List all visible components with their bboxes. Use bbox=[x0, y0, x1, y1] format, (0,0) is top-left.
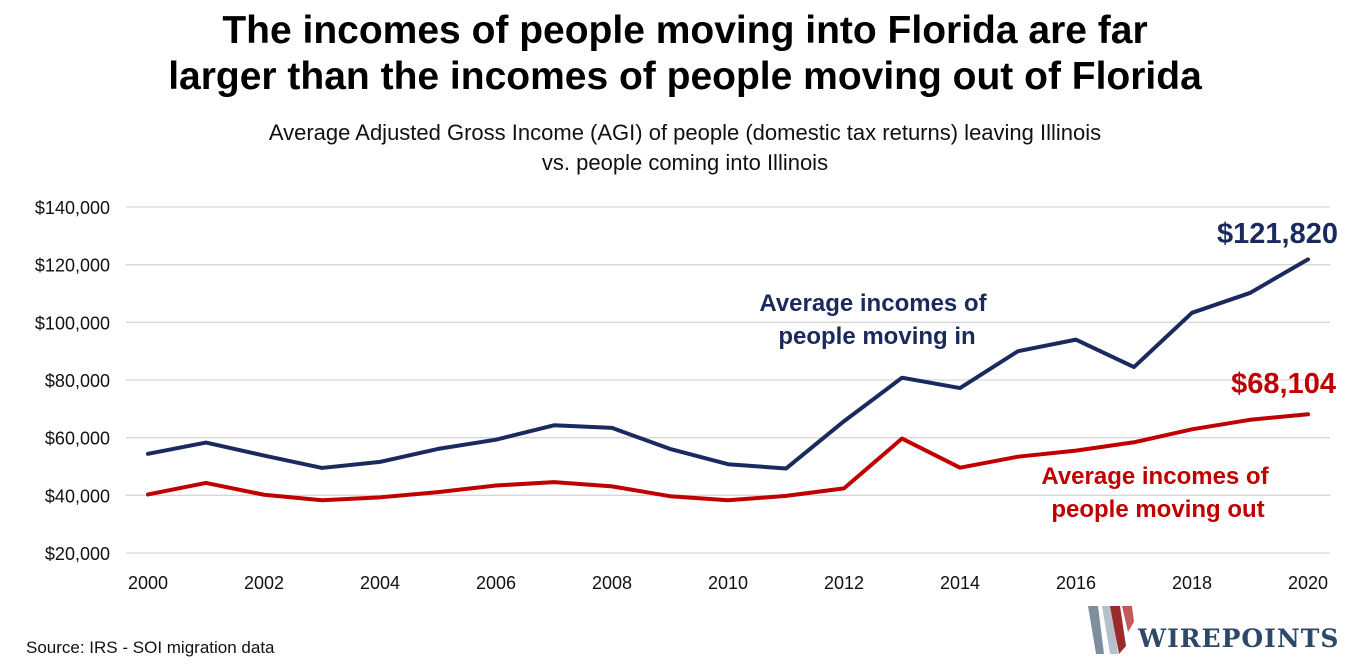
y-tick-label: $60,000 bbox=[45, 429, 110, 449]
series-label-moving-in: Average incomes of bbox=[759, 290, 987, 317]
series-line-moving-in bbox=[146, 257, 1310, 471]
y-tick-label: $140,000 bbox=[35, 198, 110, 218]
series-label-moving-out: Average incomes of bbox=[1041, 463, 1269, 490]
chart-title: The incomes of people moving into Florid… bbox=[0, 8, 1370, 100]
x-tick-label: 2020 bbox=[1288, 573, 1328, 593]
wirepoints-logo-text: WIREPOINTS bbox=[1138, 624, 1340, 653]
subtitle-line-2: vs. people coming into Illinois bbox=[541, 150, 829, 175]
end-label-moving-in: $121,820 bbox=[1217, 218, 1338, 250]
y-tick-label: $120,000 bbox=[35, 256, 110, 276]
end-label-moving-out: $68,104 bbox=[1231, 368, 1336, 400]
series-label-moving-in: people moving in bbox=[778, 323, 975, 350]
chart-subtitle: Average Adjusted Gross Income (AGI) of p… bbox=[0, 118, 1370, 178]
wirepoints-logo-icon bbox=[1088, 606, 1134, 654]
subtitle-line-1: Average Adjusted Gross Income (AGI) of p… bbox=[268, 120, 1102, 145]
x-tick-label: 2006 bbox=[476, 573, 516, 593]
x-tick-label: 2018 bbox=[1172, 573, 1212, 593]
x-tick-label: 2016 bbox=[1056, 573, 1096, 593]
series-line-moving-out bbox=[146, 412, 1310, 503]
x-tick-label: 2000 bbox=[128, 573, 168, 593]
line-chart: $20,000 $40,000 $60,000 $80,000 $100,000 $120… bbox=[35, 198, 1338, 593]
y-tick-label: $40,000 bbox=[45, 486, 110, 506]
title-line-1: The incomes of people moving into Florid… bbox=[222, 9, 1148, 52]
x-tick-label: 2010 bbox=[708, 573, 748, 593]
wirepoints-logo: WIREPOINTS bbox=[1086, 602, 1348, 662]
x-tick-label: 2004 bbox=[360, 573, 400, 593]
y-tick-label: $20,000 bbox=[45, 544, 110, 564]
source-note: Source: IRS - SOI migration data bbox=[26, 638, 275, 657]
y-tick-label: $100,000 bbox=[35, 313, 110, 333]
y-tick-label: $80,000 bbox=[45, 371, 110, 391]
x-tick-label: 2014 bbox=[940, 573, 980, 593]
x-tick-label: 2012 bbox=[824, 573, 864, 593]
x-tick-label: 2008 bbox=[592, 573, 632, 593]
x-tick-label: 2002 bbox=[244, 573, 284, 593]
title-line-2: larger than the incomes of people moving… bbox=[168, 55, 1202, 98]
series-label-moving-out: people moving out bbox=[1051, 496, 1264, 523]
